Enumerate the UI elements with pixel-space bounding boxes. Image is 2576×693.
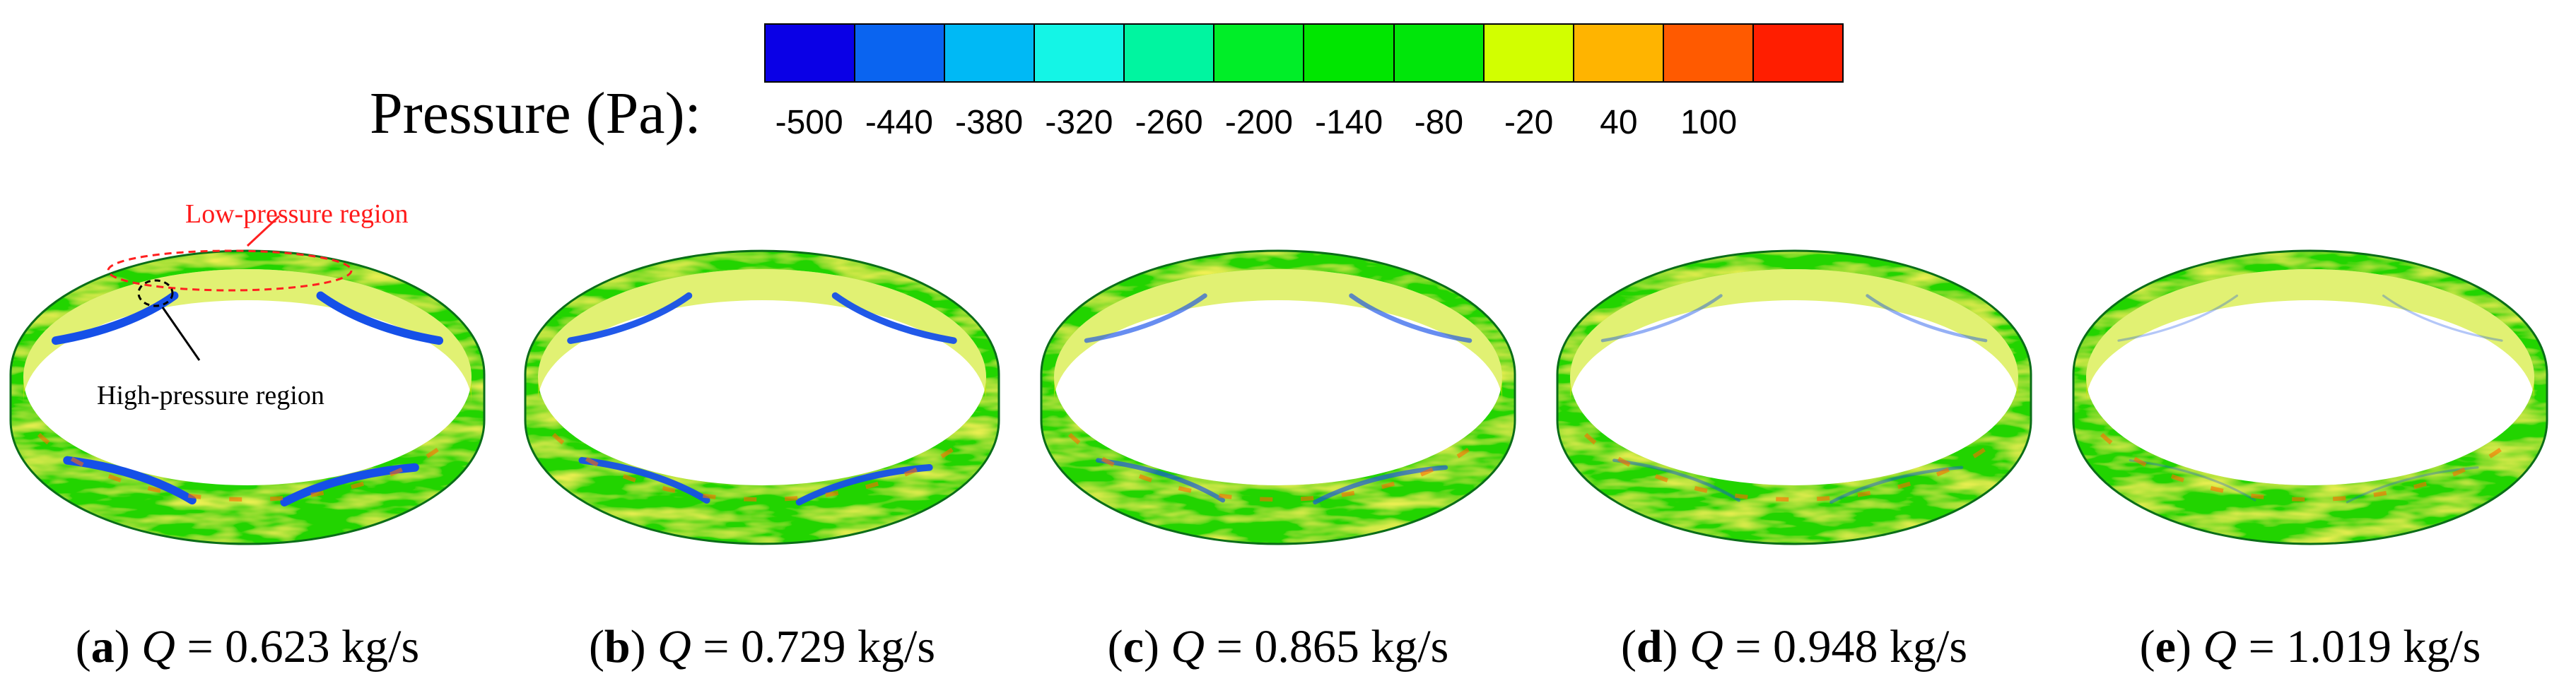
panel-label: e — [2155, 621, 2176, 673]
ring-inner-wall — [23, 269, 472, 403]
low-pressure-band — [1096, 458, 1226, 503]
low-pressure-arrow — [246, 215, 281, 247]
low-pressure-band — [316, 291, 444, 345]
flow-rate-value: = 0.623 kg/s — [175, 621, 420, 673]
legend-color-bar — [764, 23, 1844, 83]
legend-tick-label: -260 — [1135, 104, 1203, 141]
flow-rate-symbol: Q — [1171, 621, 1205, 673]
high-pressure-circle — [137, 279, 174, 307]
panel-caption-b: (b) Q = 0.729 kg/s — [588, 621, 936, 673]
panel-caption-d: (d) Q = 0.948 kg/s — [1620, 621, 1968, 673]
low-pressure-band — [1866, 294, 1988, 343]
ring-surface — [1557, 251, 2031, 544]
legend-swatch — [1663, 25, 1754, 81]
flow-rate-symbol: Q — [1690, 621, 1723, 673]
panel-label: d — [1636, 621, 1663, 673]
legend-tick-label: -440 — [865, 104, 933, 141]
flow-rate-value: = 0.948 kg/s — [1723, 621, 1968, 673]
low-pressure-circle — [107, 249, 353, 292]
low-pressure-band — [51, 291, 179, 345]
legend-tick-label: -140 — [1315, 104, 1383, 141]
ring-outline — [9, 249, 486, 545]
high-pressure-arrow — [161, 307, 201, 361]
pressure-ring-b — [524, 249, 1000, 545]
low-pressure-band — [1349, 293, 1473, 343]
legend-tick-label: -20 — [1504, 104, 1554, 141]
legend-swatch — [1394, 25, 1485, 81]
legend-swatch — [766, 25, 856, 81]
legend-swatch — [945, 25, 1036, 81]
annotation-markers — [107, 215, 353, 361]
flow-rate-symbol: Q — [2203, 621, 2237, 673]
legend-tick-label: -500 — [775, 104, 843, 141]
panel-label: c — [1123, 621, 1144, 673]
flow-rate-value: = 1.019 kg/s — [2237, 621, 2481, 673]
flow-rate-value: = 0.865 kg/s — [1205, 621, 1449, 673]
legend-swatch — [1574, 25, 1664, 81]
flow-rate-value: = 0.729 kg/s — [691, 621, 936, 673]
panel-label: a — [90, 621, 115, 673]
high-pressure-annotation: High-pressure region — [97, 381, 324, 410]
panel-label: b — [604, 621, 631, 673]
legend-tick-label: -380 — [955, 104, 1024, 141]
legend-tick-label: 40 — [1600, 104, 1638, 141]
panel-caption-c: (c) Q = 0.865 kg/s — [1107, 621, 1449, 673]
ring-outline — [1040, 249, 1516, 545]
panel-caption-e: (e) Q = 1.019 kg/s — [2139, 621, 2481, 673]
low-pressure-band — [1612, 458, 1741, 502]
ring-outline — [2072, 249, 2548, 545]
legend-swatch — [1035, 25, 1125, 81]
legend-title: Pressure (Pa): — [370, 81, 701, 146]
low-pressure-band — [2382, 294, 2503, 342]
ring-panels — [9, 215, 2548, 545]
legend-swatch — [1125, 25, 1215, 81]
legend-tick-label: -200 — [1224, 104, 1293, 141]
legend-tick-label: 100 — [1680, 104, 1738, 141]
flow-rate-symbol: Q — [657, 621, 691, 673]
pressure-ring-d — [1556, 249, 2032, 545]
legend-tick-label: -80 — [1414, 104, 1464, 141]
legend-swatch — [1214, 25, 1305, 81]
ring-inner-wall — [1570, 269, 2018, 403]
ring-surface — [2073, 251, 2547, 544]
pressure-ring-e — [2072, 249, 2548, 545]
low-pressure-band — [578, 456, 710, 504]
ring-outline — [1556, 249, 2032, 545]
ring-outline — [524, 249, 1000, 545]
legend-swatch — [1304, 25, 1395, 81]
ring-inner-wall — [2086, 269, 2534, 403]
low-pressure-band — [567, 292, 693, 344]
low-pressure-band — [1600, 294, 1723, 343]
legend-swatch — [855, 25, 946, 81]
legend-swatch — [1753, 25, 1842, 81]
low-pressure-annotation: Low-pressure region — [185, 199, 409, 229]
low-pressure-band — [1084, 293, 1207, 343]
flow-rate-symbol: Q — [141, 621, 175, 673]
pressure-ring-a — [9, 249, 486, 545]
low-pressure-band — [831, 292, 957, 344]
ring-inner-wall — [1054, 269, 1502, 403]
pressure-ring-c — [1040, 249, 1516, 545]
low-pressure-band — [63, 456, 197, 505]
panel-caption-a: (a) Q = 0.623 kg/s — [75, 621, 420, 673]
low-pressure-band — [2129, 459, 2256, 502]
legend-swatch — [1484, 25, 1574, 81]
legend-tick-label: -320 — [1045, 104, 1113, 141]
ring-inner-wall — [538, 269, 986, 403]
low-pressure-band — [2117, 294, 2239, 342]
